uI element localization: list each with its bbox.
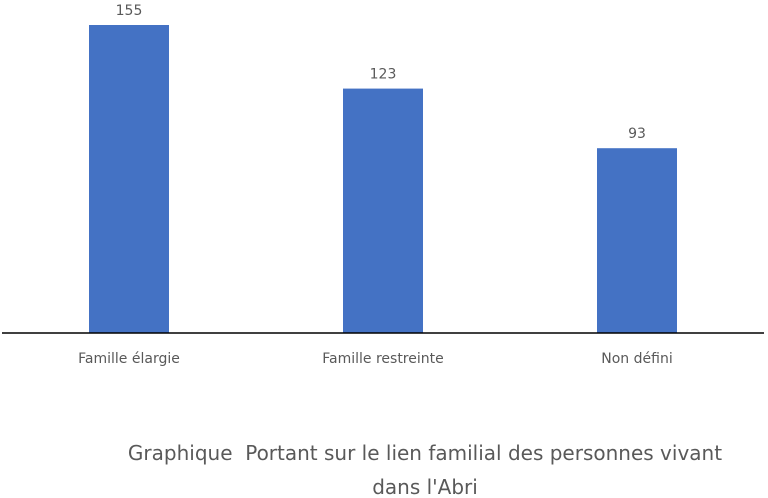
x-tick-label: Famille élargie <box>78 351 180 367</box>
x-tick-label: Famille restreinte <box>322 351 444 367</box>
x-tick-label: Non défini <box>601 351 672 367</box>
chart-title: Graphique Portant sur le lien familial d… <box>127 441 729 498</box>
bar <box>89 25 169 333</box>
data-label: 155 <box>116 3 143 19</box>
bar <box>597 148 677 333</box>
data-label: 93 <box>628 126 646 142</box>
bar <box>343 88 423 333</box>
data-label: 123 <box>370 67 397 83</box>
chart: 155 Famille élargie 123 Famille restreinte 9… <box>2 3 764 367</box>
